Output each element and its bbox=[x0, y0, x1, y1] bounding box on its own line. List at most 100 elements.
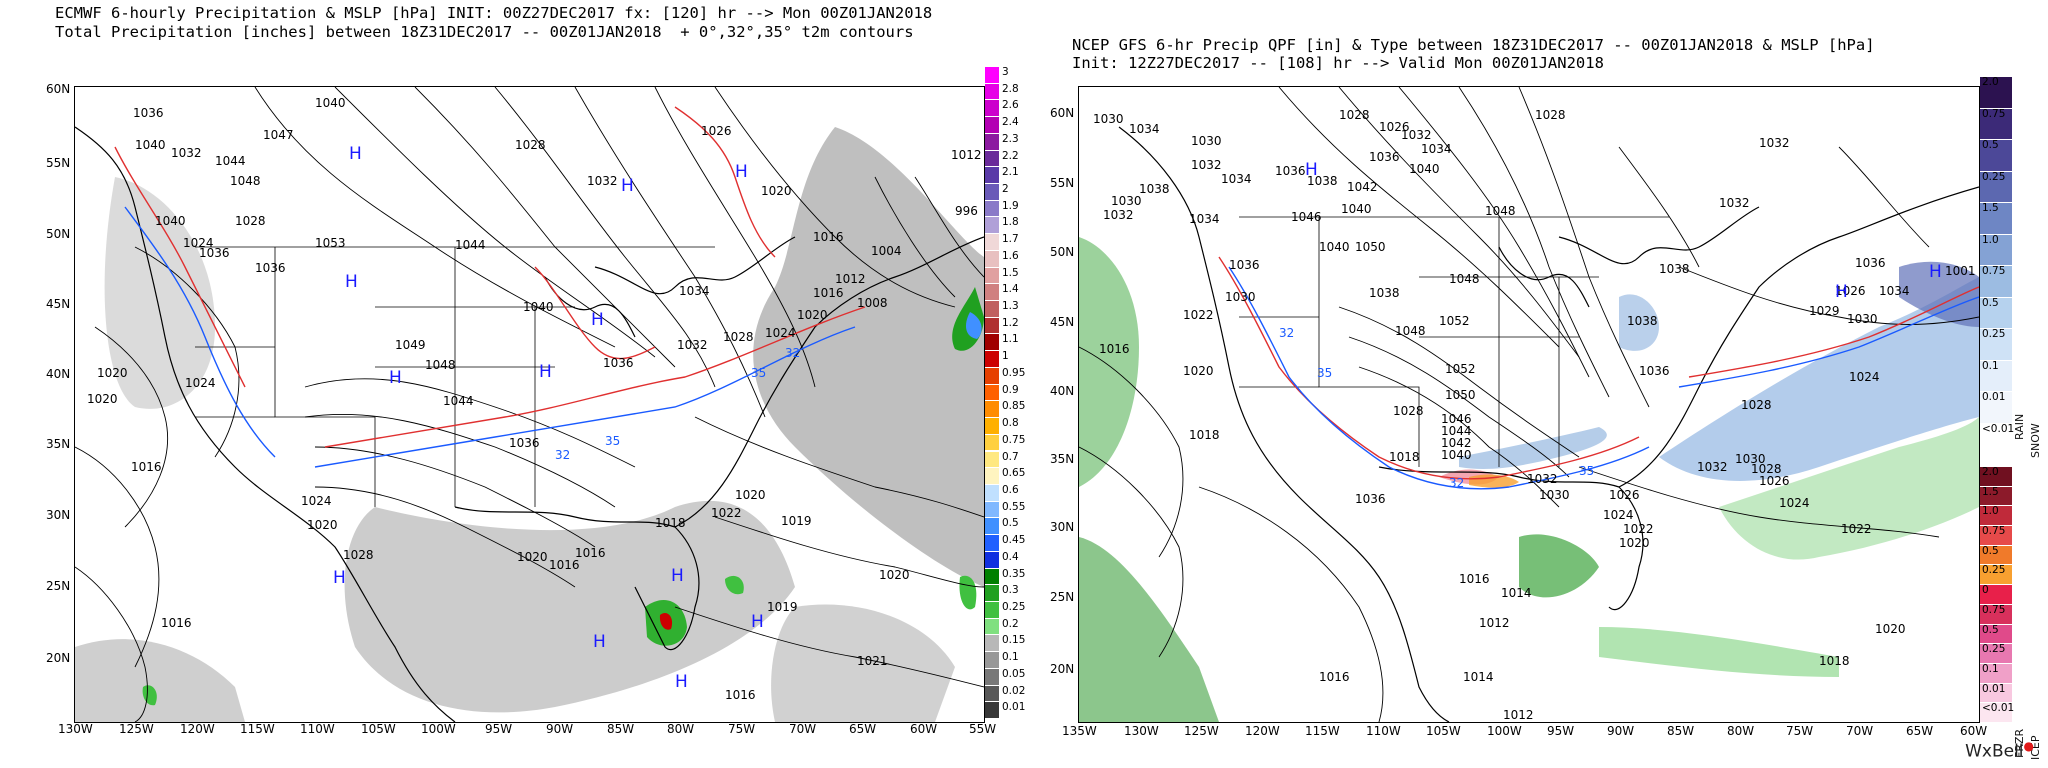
legend-swatch bbox=[985, 216, 999, 234]
legend-swatch bbox=[985, 66, 999, 83]
ecmwf-isobar-label: 1044 bbox=[455, 238, 486, 252]
ecmwf-precip-green-bahamas bbox=[725, 575, 744, 595]
lon-label: 90W bbox=[1607, 724, 1635, 738]
lat-label: 40N bbox=[1050, 384, 1075, 398]
lon-label: 70W bbox=[1846, 724, 1874, 738]
legend-label: 2.0 bbox=[1982, 466, 1999, 478]
ecmwf-isobar-label: 1053 bbox=[315, 236, 346, 250]
legend-swatch bbox=[1980, 233, 2012, 265]
legend-label: 1.0 bbox=[1982, 233, 1999, 246]
gfs-isobar-label: 1028 bbox=[1535, 108, 1566, 122]
ecmwf-isobar-label: 1034 bbox=[679, 284, 710, 298]
lat-label: 35N bbox=[46, 437, 71, 451]
lon-label: 80W bbox=[1727, 724, 1755, 738]
gfs-isobar-label: 1046 bbox=[1441, 412, 1472, 426]
gfs-isobar-label: 1020 bbox=[1183, 364, 1214, 378]
legend-label: 0.5 bbox=[1982, 544, 1999, 557]
gfs-isobar-label: 1032 bbox=[1697, 460, 1728, 474]
legend-swatch bbox=[985, 433, 999, 451]
gfs-precip-green-caribbean bbox=[1599, 627, 1839, 677]
gfs-isobar-label: 1026 bbox=[1835, 284, 1866, 298]
gfs-isobar-label: 1018 bbox=[1819, 654, 1850, 668]
gfs-frzr-icep-legend: 2.0 1.5 1.0 0.75 0.5 0.25 0 0.75 0.5 0.25 0.1 0.01 <… bbox=[1980, 466, 2014, 722]
gfs-isobar-label: 1016 bbox=[1099, 342, 1130, 356]
gfs-isobar-label: 1036 bbox=[1369, 150, 1400, 164]
legend-swatch bbox=[1980, 391, 2012, 423]
ecmwf-precip-gray-atlantic bbox=[753, 127, 984, 587]
legend-label: 0 bbox=[1982, 584, 1989, 597]
gfs-isobar-label: 1018 bbox=[1189, 428, 1220, 442]
ecmwf-isobar-label-group: 1040 1036 1044 1047 1048 1040 1028 1032 … bbox=[87, 96, 982, 702]
legend-label: 2.4 bbox=[1002, 116, 1019, 129]
gfs-isobar-label: 1022 bbox=[1183, 308, 1214, 322]
legend-label: 0.95 bbox=[1002, 366, 1026, 379]
ecmwf-isobar-label: 1026 bbox=[701, 124, 732, 138]
high-pressure-marker: H bbox=[751, 612, 764, 632]
legend-label: 0.9 bbox=[1002, 383, 1019, 396]
lat-label: 60N bbox=[1050, 106, 1075, 120]
ecmwf-isobar-label: 1028 bbox=[723, 330, 754, 344]
ecmwf-isobar-label: 1028 bbox=[235, 214, 266, 228]
gfs-map-svg: 1030 1034 1030 1032 1034 1036 1038 1028 … bbox=[1079, 87, 1979, 722]
ecmwf-isobar-label: 996 bbox=[955, 204, 978, 218]
gfs-isobar-label: 1038 bbox=[1139, 182, 1170, 196]
legend-swatch bbox=[985, 149, 999, 167]
high-pressure-marker: H bbox=[345, 272, 358, 292]
high-pressure-marker: H bbox=[349, 144, 362, 164]
ecmwf-t2m-contours bbox=[114, 106, 866, 468]
ecmwf-isobar-label: 1024 bbox=[301, 494, 332, 508]
ecmwf-isobars bbox=[75, 87, 984, 722]
gfs-isobar-label: 1026 bbox=[1379, 120, 1410, 134]
ecmwf-temp-label-group: 35 32 35 32 bbox=[555, 346, 800, 462]
gfs-isobar-label: 1034 bbox=[1129, 122, 1160, 136]
gfs-coastlines bbox=[1118, 126, 1979, 722]
lon-label: 90W bbox=[546, 722, 574, 736]
legend-label: 1.6 bbox=[1002, 249, 1019, 262]
gfs-isobar-label: 1036 bbox=[1855, 256, 1886, 270]
lat-label: 50N bbox=[1050, 245, 1075, 259]
lat-label: 35N bbox=[1050, 452, 1075, 466]
legend-swatch bbox=[985, 684, 999, 702]
lon-label: 95W bbox=[1547, 724, 1575, 738]
legend-swatch bbox=[1980, 76, 2012, 108]
lon-label: 65W bbox=[849, 722, 877, 736]
legend-swatch bbox=[985, 450, 999, 468]
ecmwf-precip-gray-gulf bbox=[344, 500, 795, 713]
gfs-title-line2: Init: 12Z27DEC2017 -- [108] hr --> Valid… bbox=[1072, 54, 1604, 72]
ecmwf-isobar-label: 1047 bbox=[263, 128, 294, 142]
legend-swatch bbox=[1980, 564, 2012, 585]
legend-swatch bbox=[985, 350, 999, 367]
ecmwf-isobar-label: 1036 bbox=[509, 436, 540, 450]
lon-label: 115W bbox=[240, 722, 275, 736]
lat-label: 45N bbox=[1050, 315, 1075, 329]
legend-label: 0.05 bbox=[1002, 667, 1026, 680]
lon-label: 70W bbox=[789, 722, 817, 736]
gfs-isobar-label: 1012 bbox=[1479, 616, 1510, 630]
legend-swatch bbox=[985, 483, 999, 501]
ecmwf-isobar-label: 1021 bbox=[857, 654, 888, 668]
legend-label: 1.8 bbox=[1002, 216, 1019, 229]
legend-label: 0.2 bbox=[1002, 617, 1019, 630]
legend-swatch bbox=[1980, 603, 2012, 624]
ecmwf-map: 1040 1036 1044 1047 1048 1040 1028 1032 … bbox=[74, 86, 985, 723]
high-pressure-marker: H bbox=[735, 162, 748, 182]
ecmwf-isobar-label: 1032 bbox=[677, 338, 708, 352]
gfs-isobar-label: 1040 bbox=[1409, 162, 1440, 176]
gfs-isobar-label: 1048 bbox=[1485, 204, 1516, 218]
ecmwf-isobar-label: 1022 bbox=[711, 506, 742, 520]
legend-swatch bbox=[985, 550, 999, 568]
ecmwf-isobar-label: 1016 bbox=[813, 230, 844, 244]
high-pressure-marker: H bbox=[591, 310, 604, 330]
legend-swatch bbox=[1980, 202, 2012, 234]
ecmwf-precip-gray-west bbox=[104, 177, 215, 409]
ecmwf-isobar-label: 1040 bbox=[315, 96, 346, 110]
legend-swatch bbox=[985, 166, 999, 183]
snow-label: SNOW bbox=[2029, 423, 2042, 458]
gfs-precip-green-gulf bbox=[1519, 534, 1599, 598]
lat-label: 25N bbox=[46, 579, 71, 593]
legend-label: 0.4 bbox=[1002, 550, 1019, 563]
legend-swatch bbox=[985, 400, 999, 418]
high-pressure-marker: H bbox=[1929, 262, 1942, 282]
legend-label: 2.8 bbox=[1002, 82, 1019, 95]
lon-label: 115W bbox=[1305, 724, 1340, 738]
